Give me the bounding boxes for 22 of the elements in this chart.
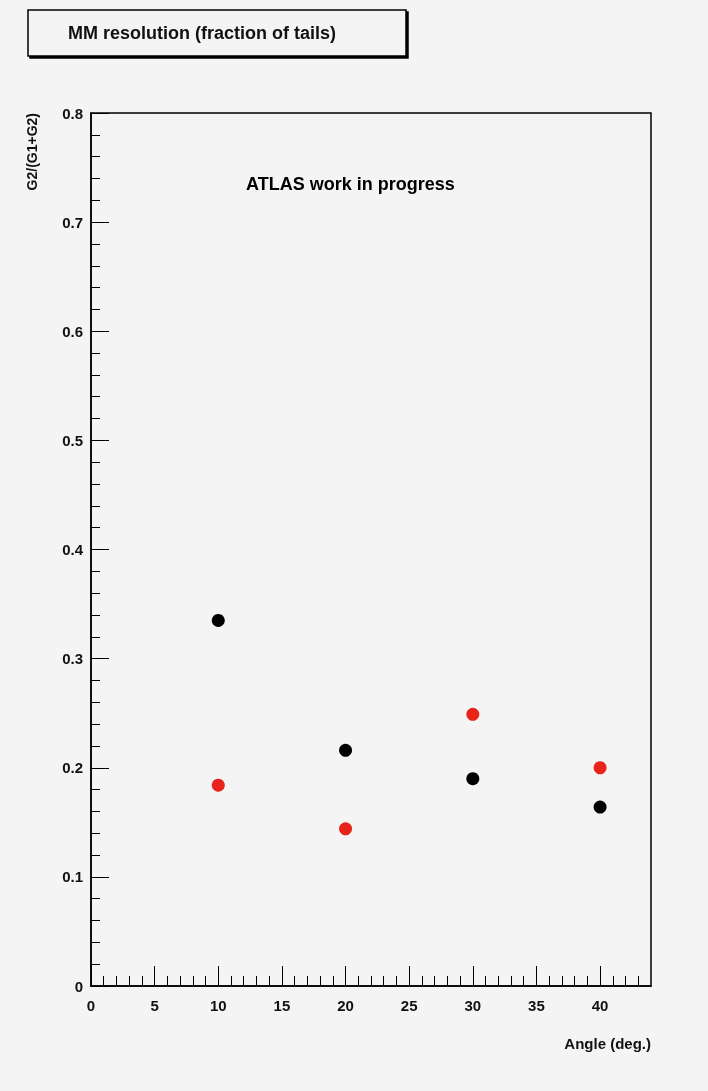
- x-axis-title: Angle (deg.): [564, 1035, 651, 1052]
- y-tick-label: 0.1: [62, 868, 83, 886]
- y-axis-title: G2/(G1+G2): [24, 113, 40, 191]
- y-tick-label: 0: [74, 977, 83, 995]
- x-tick-label: 35: [528, 997, 545, 1014]
- y-tick-label: 0.5: [62, 431, 83, 449]
- x-tick-label: 5: [150, 997, 159, 1014]
- x-tick-label: 40: [591, 997, 609, 1014]
- chart-title: MM resolution (fraction of tails): [68, 23, 336, 43]
- annotation: ATLAS work in progress: [246, 174, 455, 194]
- y-tick-label: 0.4: [62, 541, 84, 558]
- y-tick-label: 0.2: [62, 759, 83, 777]
- x-tick-label: 10: [209, 997, 227, 1014]
- x-tick-label: 20: [337, 997, 354, 1014]
- x-tick-label: 0: [86, 997, 96, 1014]
- x-tick-label: 30: [464, 997, 482, 1014]
- x-tick-label: 15: [273, 997, 291, 1014]
- y-tick-label: 0.6: [62, 322, 83, 340]
- y-tick-label: 0.8: [62, 104, 83, 122]
- x-tick-label: 25: [400, 997, 418, 1014]
- y-tick-label: 0.3: [62, 650, 83, 668]
- y-tick-label: 0.7: [62, 213, 83, 231]
